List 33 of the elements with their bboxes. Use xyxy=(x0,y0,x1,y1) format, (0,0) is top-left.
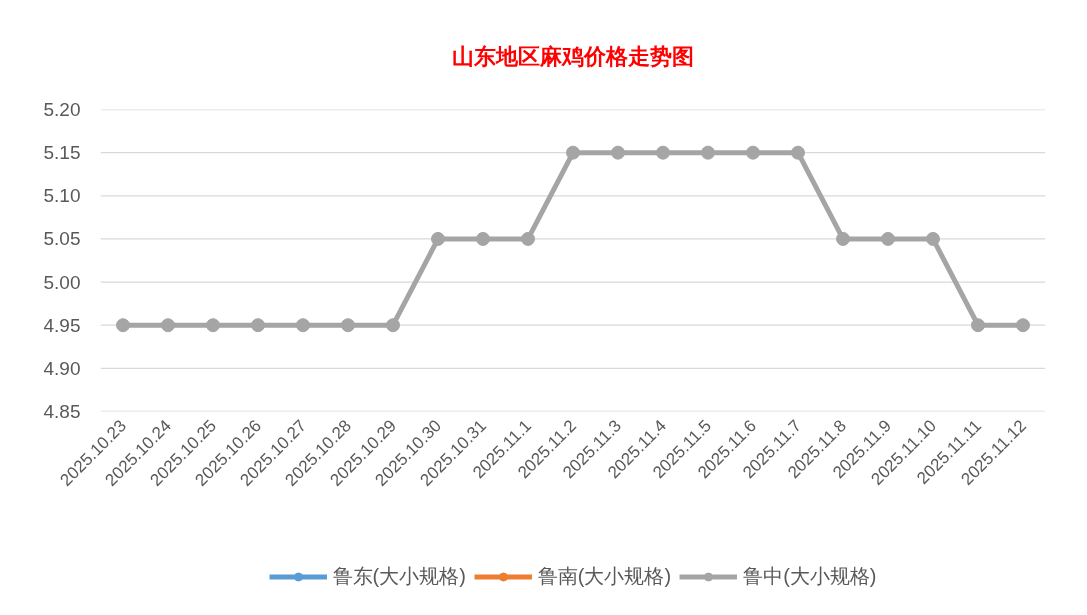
point xyxy=(476,231,490,246)
point xyxy=(881,231,895,246)
point xyxy=(341,318,355,333)
point xyxy=(296,318,310,333)
y-tick-label: 5.20 xyxy=(43,99,81,120)
point xyxy=(611,145,625,160)
y-tick-label: 5.05 xyxy=(43,228,81,250)
point xyxy=(161,318,175,333)
y-tick-label: 4.95 xyxy=(43,314,81,336)
legend-label: 鲁东(大小规格) xyxy=(332,563,466,589)
y-tick-label: 4.90 xyxy=(43,357,81,379)
point xyxy=(746,145,760,160)
point xyxy=(656,145,670,160)
y-tick-label: 5.00 xyxy=(43,271,81,293)
point xyxy=(971,318,985,333)
point xyxy=(566,145,580,160)
point xyxy=(431,231,445,246)
chart-title: 山东地区麻鸡价格走势图 xyxy=(452,43,694,69)
point xyxy=(836,231,850,246)
point xyxy=(1016,318,1030,333)
legend-label: 鲁南(大小规格) xyxy=(537,563,672,589)
point xyxy=(116,318,130,333)
point xyxy=(521,231,535,246)
y-tick-label: 4.85 xyxy=(43,401,81,422)
point xyxy=(206,318,220,333)
point xyxy=(791,145,805,160)
y-tick-label: 5.10 xyxy=(43,185,81,207)
y-tick-label: 5.15 xyxy=(43,142,81,164)
point xyxy=(926,231,940,246)
legend-label: 鲁中(大小规格) xyxy=(743,563,877,589)
point xyxy=(701,145,715,160)
point xyxy=(386,318,400,333)
point xyxy=(251,318,265,333)
